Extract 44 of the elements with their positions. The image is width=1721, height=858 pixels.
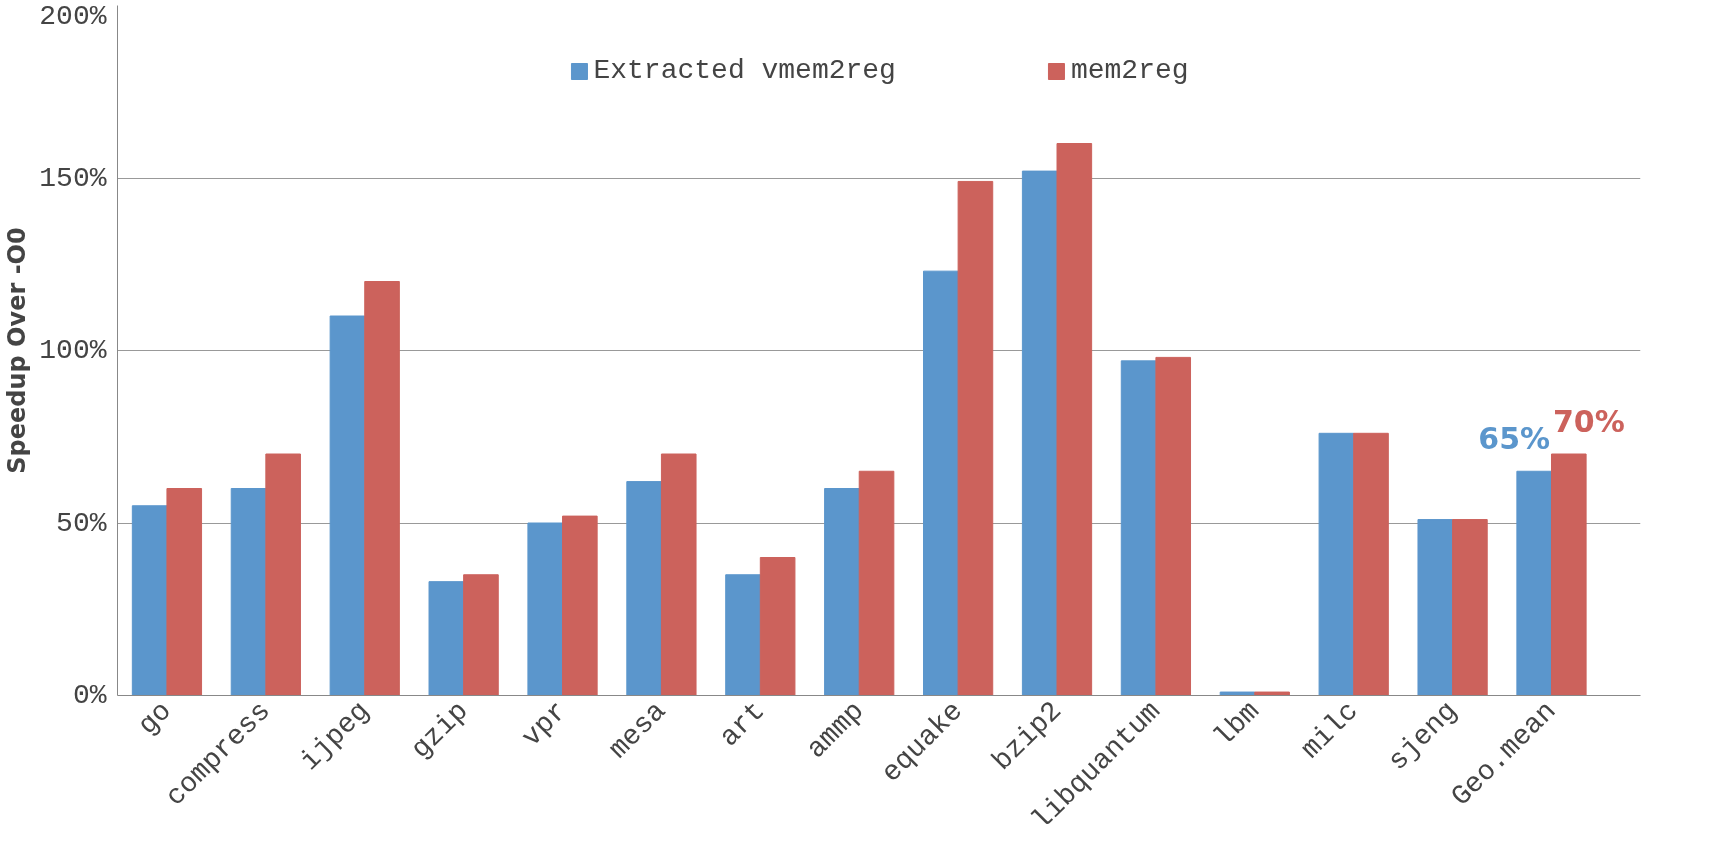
legend-label: Extracted vmem2reg	[593, 55, 896, 86]
bar	[1021, 170, 1058, 696]
bar	[562, 515, 598, 696]
bar	[428, 581, 465, 696]
data-label: 65%	[1478, 421, 1551, 457]
bar	[329, 315, 366, 696]
y-tick-label: 0%	[72, 680, 107, 711]
bar	[1155, 356, 1192, 696]
bar	[364, 281, 400, 696]
bar	[527, 522, 564, 696]
bar	[1417, 519, 1454, 696]
bar	[1254, 691, 1290, 696]
bar	[626, 481, 662, 696]
bar	[957, 180, 994, 696]
x-tick-label: vpr	[515, 695, 574, 754]
bar	[463, 574, 499, 696]
bar	[1318, 432, 1355, 696]
bar	[1056, 143, 1093, 696]
bar	[923, 270, 959, 696]
bar	[1516, 470, 1552, 696]
data-label: 70%	[1552, 404, 1625, 439]
bar	[131, 505, 168, 696]
bar	[1120, 360, 1157, 696]
bar	[230, 488, 267, 696]
y-tick-label: 50%	[56, 507, 107, 539]
bar	[265, 453, 301, 696]
x-tick-label: art	[713, 695, 772, 754]
bar	[858, 470, 895, 696]
x-tick-label: go	[132, 695, 178, 742]
y-tick-label: 100%	[39, 335, 107, 366]
bar	[1550, 453, 1587, 696]
bar	[759, 557, 796, 696]
y-tick-label: 150%	[39, 162, 107, 194]
bar	[725, 574, 761, 696]
y-axis-title: Speedup Over -O0	[3, 227, 32, 474]
bar	[660, 453, 697, 696]
y-tick-label: 200%	[39, 0, 107, 32]
bar	[166, 488, 203, 696]
bar	[1353, 432, 1389, 696]
bar	[1219, 691, 1256, 696]
x-tick-label: lbm	[1208, 695, 1266, 754]
bar	[824, 488, 860, 696]
legend-label: mem2reg	[1070, 55, 1189, 86]
bar	[1452, 519, 1488, 696]
